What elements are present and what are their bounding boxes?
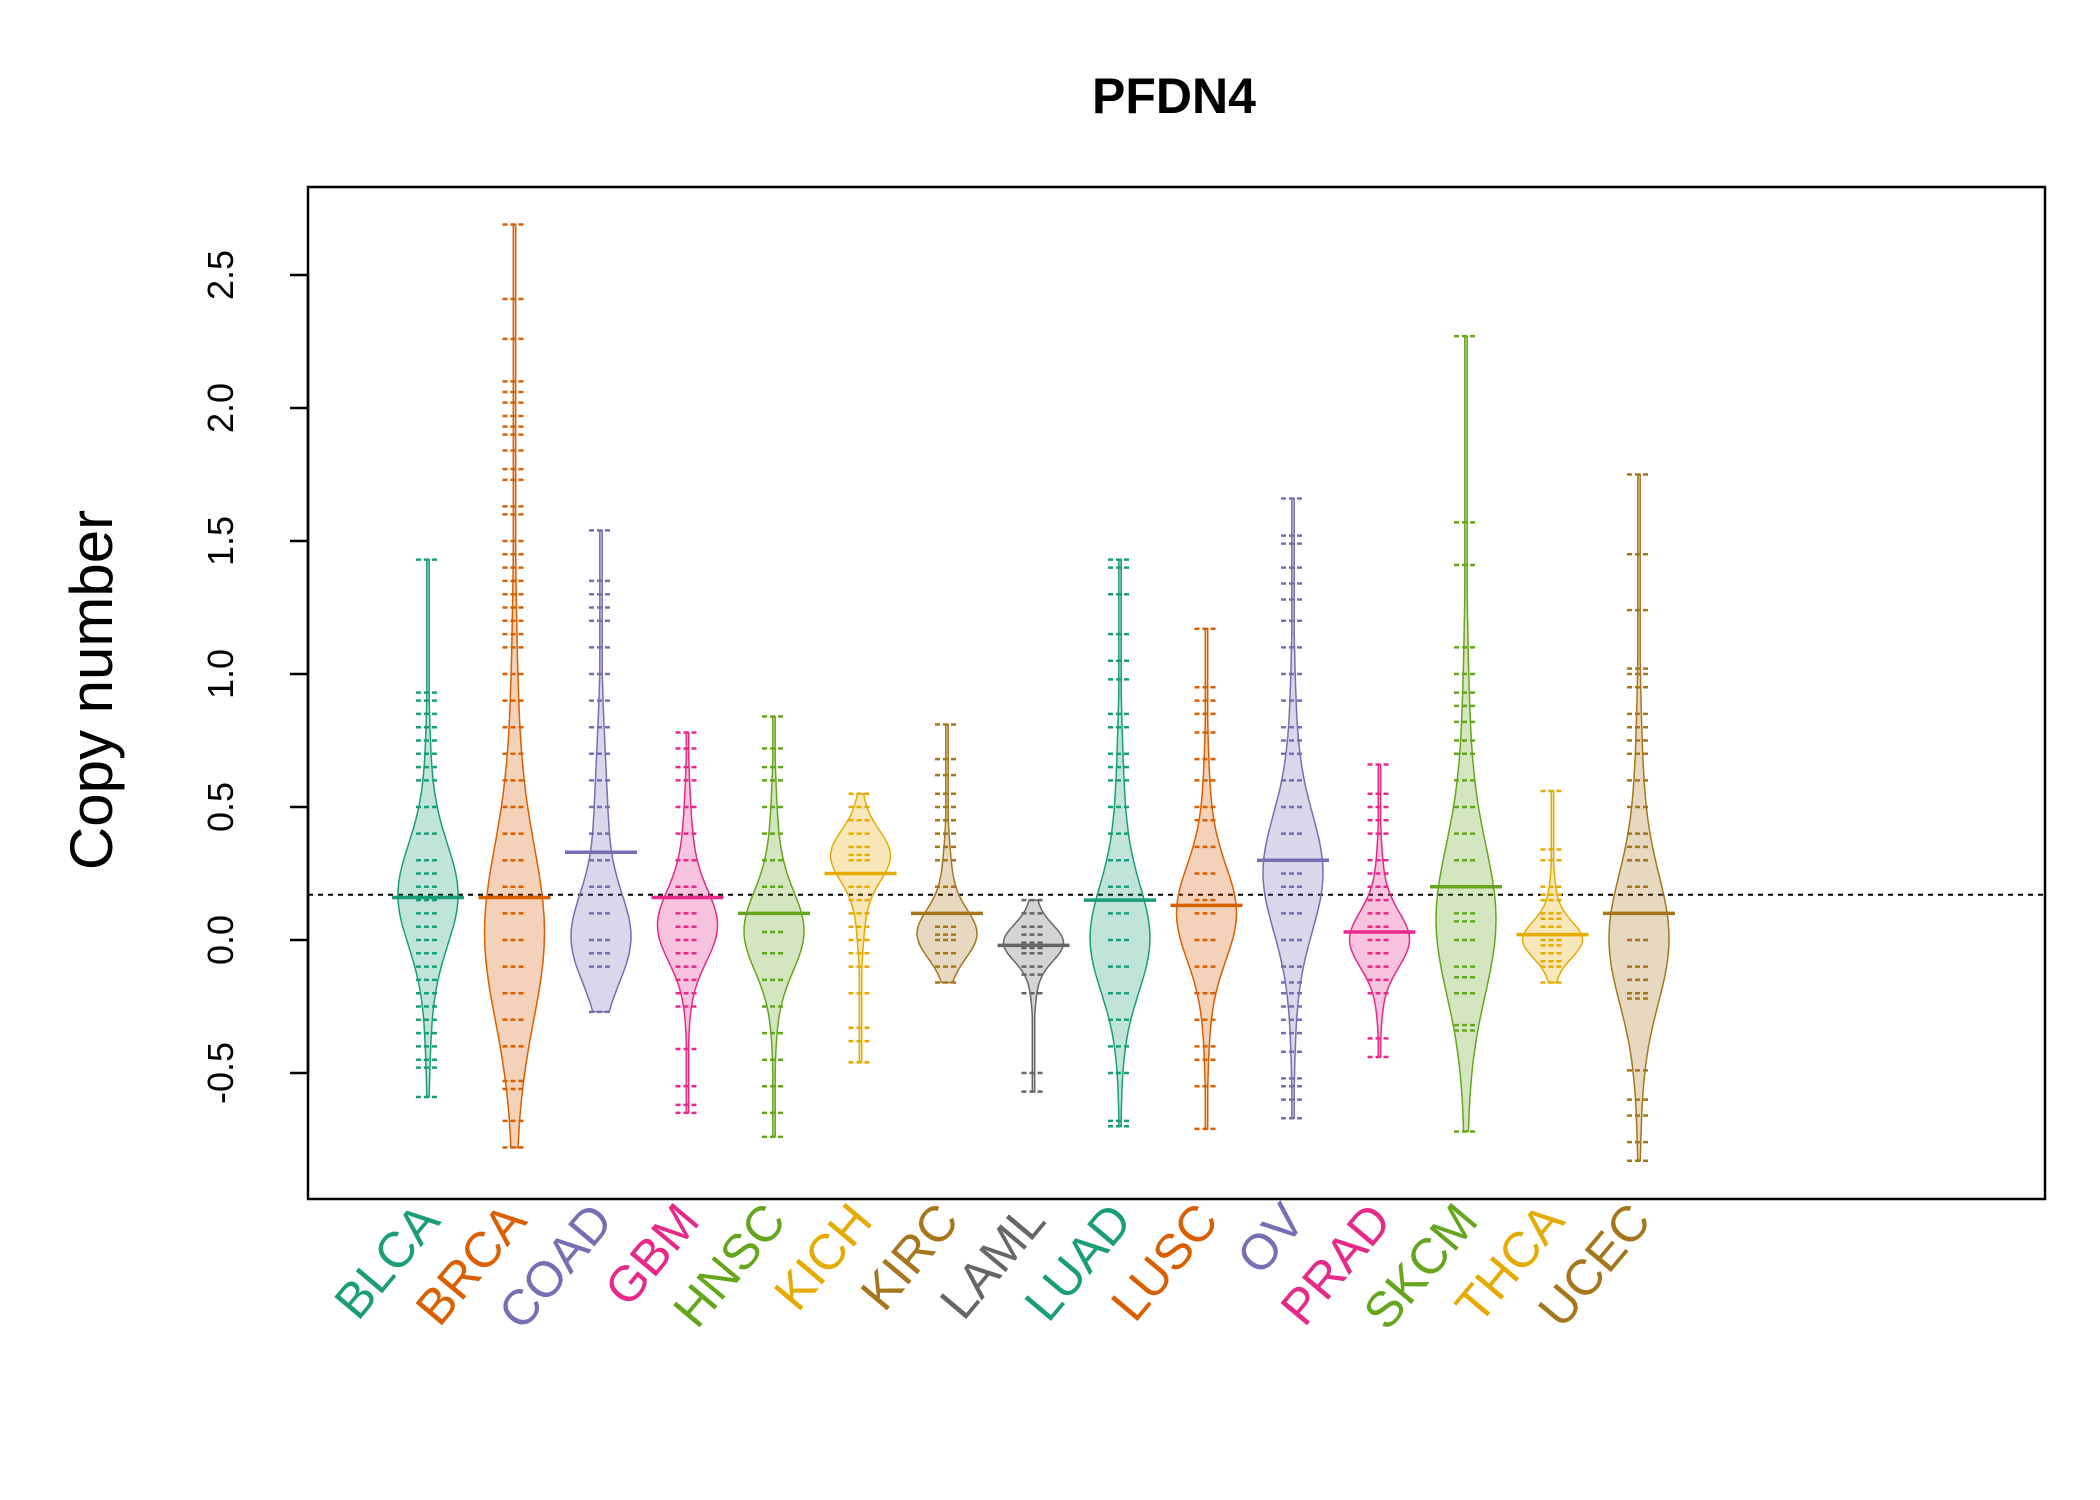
x-category-label: KICH xyxy=(763,1193,883,1321)
bean-density xyxy=(1608,473,1670,1162)
bean-density xyxy=(916,723,978,984)
bean-density xyxy=(483,223,546,1149)
y-axis-label: Copy number xyxy=(58,510,125,870)
bean-density xyxy=(1262,497,1324,1119)
bean-blca xyxy=(392,558,464,1099)
bean-density xyxy=(656,731,719,1114)
bean-prad xyxy=(1343,763,1416,1059)
bean-density xyxy=(1348,763,1411,1058)
y-tick-label: 0.5 xyxy=(200,782,241,832)
bean-ucec xyxy=(1603,473,1675,1163)
bean-hnsc xyxy=(738,715,810,1139)
bean-gbm xyxy=(651,731,724,1115)
bean-density xyxy=(1089,558,1151,1127)
bean-density xyxy=(1435,335,1497,1133)
bean-skcm xyxy=(1430,334,1502,1133)
y-tick-label: -0.5 xyxy=(200,1042,241,1104)
bean-luad xyxy=(1084,558,1156,1128)
y-tick-label: 2.0 xyxy=(200,383,241,433)
y-tick-label: 2.5 xyxy=(200,250,241,300)
bean-laml xyxy=(997,898,1070,1093)
chart-title: PFDN4 xyxy=(1092,68,1256,124)
bean-coad xyxy=(565,529,637,1014)
bean-thca xyxy=(1516,789,1589,984)
bean-density xyxy=(1002,899,1065,1093)
y-tick-label: 0.0 xyxy=(200,915,241,965)
y-tick-label: 1.5 xyxy=(200,516,241,566)
bean-kich xyxy=(824,792,897,1064)
bean-density xyxy=(397,558,459,1098)
bean-brca xyxy=(478,223,551,1149)
y-tick-label: 1.0 xyxy=(200,649,241,699)
bean-density xyxy=(1175,628,1238,1130)
bean-kirc xyxy=(911,723,983,984)
y-axis: -0.5 0.0 0.5 1.0 1.5 2.0 2.5 xyxy=(200,250,310,1104)
x-axis-labels: BLCABRCACOADGBMHNSCKICHKIRCLAMLLUADLUSCO… xyxy=(324,1193,1662,1340)
bean-ov xyxy=(1257,497,1329,1120)
bean-lusc xyxy=(1170,627,1243,1131)
beans-group xyxy=(392,223,1675,1163)
plot-frame xyxy=(306,185,2047,1201)
